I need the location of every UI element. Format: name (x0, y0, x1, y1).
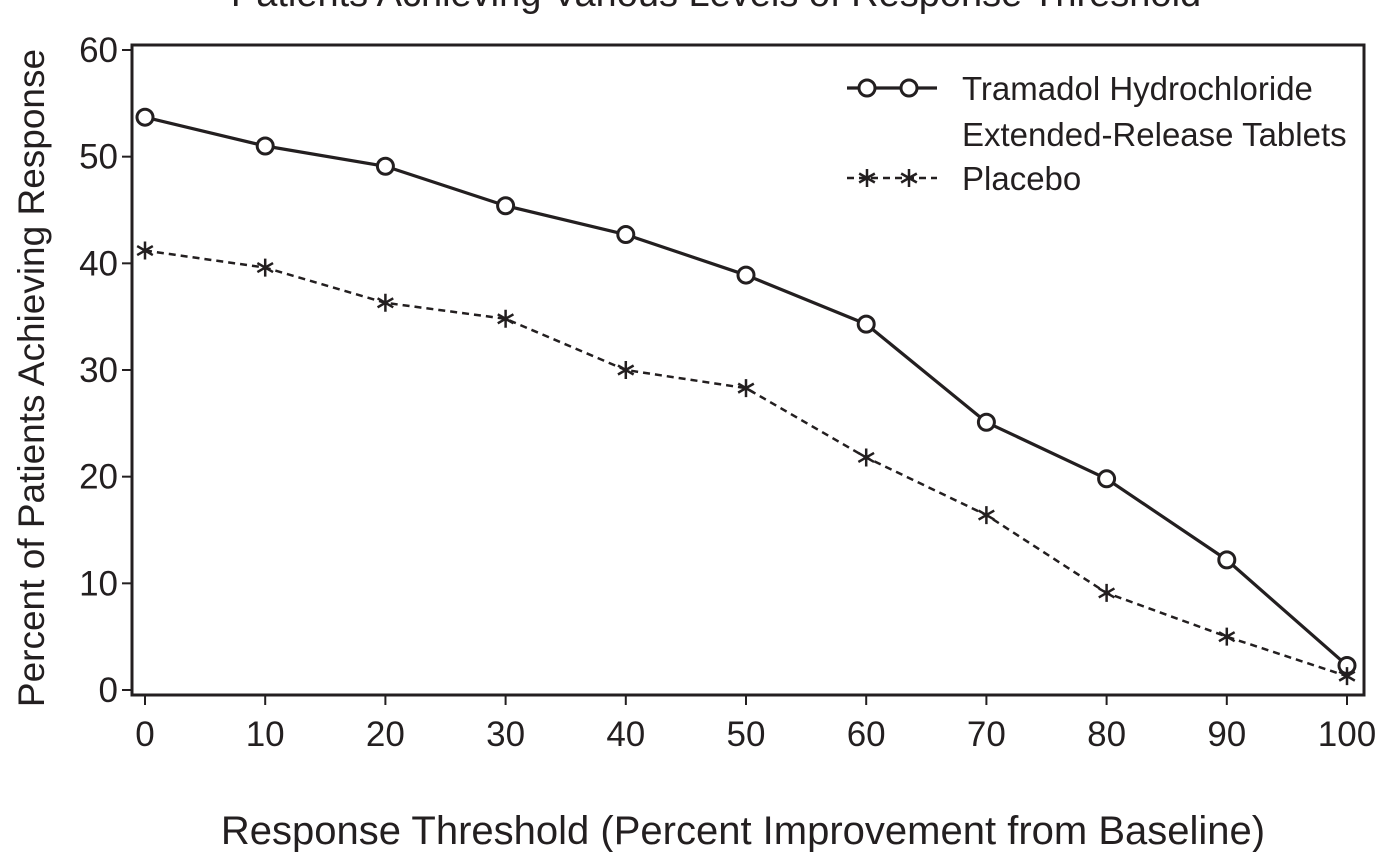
data-point-asterisk (497, 309, 515, 328)
series-tramadol (135, 107, 1357, 675)
data-point-asterisk (1338, 667, 1356, 686)
legend-label: Extended-Release Tablets (962, 116, 1347, 153)
x-tick-label: 80 (1087, 715, 1126, 754)
y-tick-label: 20 (79, 458, 118, 497)
asterisk-mark-stroke (1218, 627, 1236, 646)
axis-ticks: 0 10 20 30 40 50 60 70 80 90 100 0 10 20 30 40 50 60 (79, 31, 1376, 754)
legend-marker-asterisk (858, 169, 876, 187)
legend: Tramadol Hydrochloride Extended-Release T… (847, 70, 1347, 197)
legend-marker-asterisk (900, 169, 918, 187)
data-point-asterisk (256, 258, 274, 277)
x-tick-label: 60 (847, 715, 886, 754)
chart-title: Patients Achieving Various Levels of Res… (231, 0, 1201, 15)
data-point-circle (736, 265, 756, 285)
data-point-asterisk (136, 241, 154, 260)
data-point-asterisk (977, 506, 995, 525)
data-point-asterisk (1098, 583, 1116, 602)
y-tick-label: 0 (99, 671, 118, 710)
legend-entry: Tramadol Hydrochloride Extended-Release T… (847, 70, 1347, 153)
legend-label: Placebo (962, 160, 1081, 197)
x-axis-label: Response Threshold (Percent Improvement … (221, 809, 1265, 852)
data-point-circle (375, 156, 395, 176)
data-point-circle (856, 314, 876, 334)
data-point-asterisk (617, 361, 635, 379)
y-axis-label: Percent of Patients Achieving Response (11, 49, 52, 707)
asterisk-mark-stroke (1098, 583, 1116, 602)
series-layer (135, 107, 1357, 686)
series-placebo (136, 241, 1356, 686)
series-line (144, 249, 1348, 678)
asterisk-mark-stroke (256, 258, 274, 277)
asterisk-mark-stroke (858, 169, 876, 187)
x-tick-label: 0 (135, 715, 154, 754)
data-point-circle (496, 196, 516, 216)
y-tick-label: 50 (79, 138, 118, 177)
data-point-circle (255, 136, 275, 156)
x-tick-label: 40 (606, 715, 645, 754)
data-point-circle (1217, 550, 1237, 570)
x-tick-label: 100 (1318, 715, 1376, 754)
data-point-circle (135, 107, 155, 127)
data-point-asterisk (737, 379, 755, 398)
data-point-circle (1097, 469, 1117, 489)
x-tick-label: 90 (1207, 715, 1246, 754)
x-tick-label: 10 (246, 715, 285, 754)
asterisk-mark-stroke (136, 241, 154, 260)
y-tick-label: 30 (79, 351, 118, 390)
x-tick-label: 70 (967, 715, 1006, 754)
asterisk-mark-stroke (737, 379, 755, 398)
data-point-asterisk (1218, 627, 1236, 646)
data-point-asterisk (376, 293, 394, 312)
y-tick-label: 40 (79, 244, 118, 283)
y-tick-label: 60 (79, 31, 118, 70)
asterisk-mark-stroke (376, 293, 394, 312)
data-point-asterisk (857, 448, 875, 467)
legend-entry: Placebo (847, 160, 1081, 197)
asterisk-mark-stroke (617, 361, 635, 379)
data-point-circle (976, 412, 996, 432)
asterisk-mark-stroke (900, 169, 918, 187)
asterisk-mark-stroke (1338, 667, 1356, 686)
legend-marker-circle (857, 78, 877, 98)
asterisk-mark-stroke (497, 309, 515, 328)
data-point-circle (616, 225, 636, 245)
y-tick-label: 10 (79, 564, 118, 603)
asterisk-mark-stroke (977, 506, 995, 525)
legend-marker-circle (899, 78, 919, 98)
x-tick-label: 30 (486, 715, 525, 754)
x-tick-label: 20 (366, 715, 405, 754)
asterisk-mark-stroke (857, 448, 875, 467)
legend-label: Tramadol Hydrochloride (962, 70, 1313, 107)
x-tick-label: 50 (727, 715, 766, 754)
